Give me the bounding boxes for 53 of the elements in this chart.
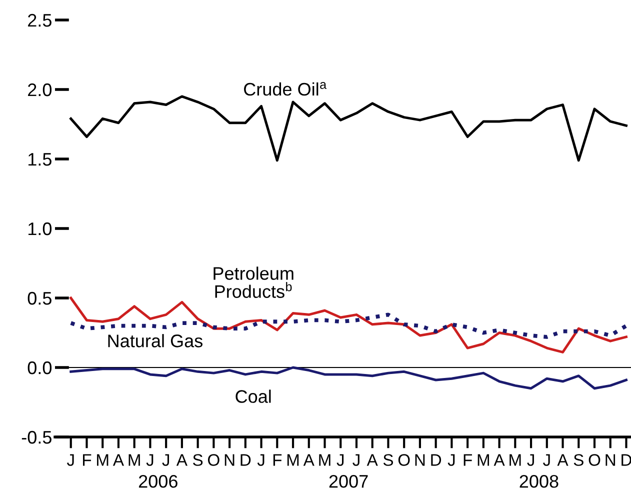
line-series	[70, 366, 628, 390]
x-tick-label: M	[510, 454, 521, 466]
x-tick-label: D	[622, 454, 631, 466]
x-tick-label: F	[273, 454, 282, 466]
line-series	[70, 296, 628, 354]
x-tick-label: M	[128, 454, 140, 466]
y-tick-label: 2.0	[28, 83, 52, 96]
x-tick-label: F	[464, 454, 472, 466]
x-tick-label: A	[557, 454, 568, 466]
x-tick-label: A	[112, 454, 124, 466]
series-label: Crude Oil$^{a}$	[244, 82, 327, 96]
x-tick-label: N	[224, 454, 234, 466]
x-tick-label: A	[303, 454, 314, 466]
x-tick-label: S	[383, 454, 394, 466]
x-tick-label: M	[287, 454, 299, 466]
x-tick-label: N	[415, 454, 425, 466]
x-tick-label: J	[66, 454, 74, 466]
x-tick-label: M	[478, 454, 490, 466]
x-tick-label: N	[606, 454, 616, 466]
y-tick-label: -0.5	[22, 430, 52, 444]
series-label: Natural Gas	[108, 334, 202, 348]
y-tick-label: 1.0	[28, 222, 52, 236]
x-tick-label: A	[176, 454, 188, 466]
x-tick-label: J	[542, 454, 550, 466]
x-tick-label: M	[319, 454, 330, 466]
text: 2008	[520, 474, 558, 488]
x-tick-label: D	[240, 454, 251, 466]
series-label: Petroleum Products$^{b}$	[214, 266, 294, 298]
x-tick-label: J	[336, 454, 344, 466]
x-tick-label: S	[574, 454, 584, 466]
x-tick-label: F	[83, 454, 92, 466]
x-tick-label: O	[588, 454, 600, 466]
y-tick-label: 1.5	[28, 153, 52, 166]
x-tick-label: D	[431, 454, 442, 466]
x-tick-label: A	[366, 454, 378, 466]
x-tick-label: J	[146, 454, 154, 466]
x-tick-label: O	[208, 454, 220, 466]
x-tick-label: J	[257, 454, 264, 466]
x-tick-label: J	[352, 454, 360, 466]
x-tick-label: O	[398, 454, 410, 466]
x-tick-label: J	[527, 454, 534, 466]
y-tick-label: 0.0	[28, 361, 52, 374]
x-tick-label: A	[494, 454, 505, 466]
x-tick-label: S	[193, 454, 203, 466]
y-tick-label: 2.5	[28, 14, 52, 27]
text: 2006	[138, 474, 178, 488]
x-tick-label: J	[448, 454, 455, 466]
x-tick-label: J	[162, 454, 170, 466]
x-tick-label: M	[97, 454, 108, 466]
line-series	[70, 95, 628, 162]
series-label: Coal	[236, 390, 271, 403]
text: 2007	[329, 474, 368, 488]
y-tick-label: 0.5	[28, 292, 52, 305]
